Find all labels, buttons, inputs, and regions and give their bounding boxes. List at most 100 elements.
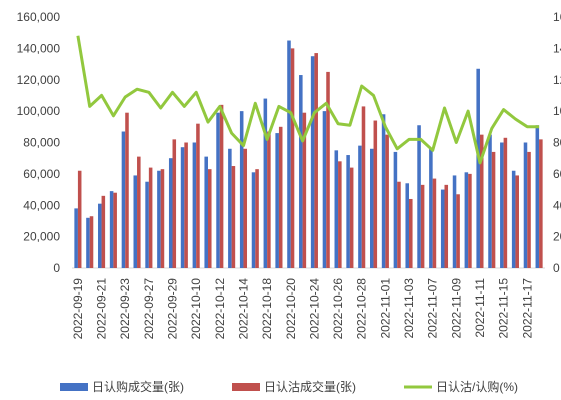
bar (456, 194, 460, 268)
bar (500, 142, 504, 268)
x-tick-label: 2022-10-20 (284, 278, 298, 340)
bar (479, 134, 484, 268)
y-tick-label: 120,000 (17, 73, 61, 87)
bar (204, 156, 208, 268)
bar (369, 148, 374, 268)
bar (314, 53, 318, 268)
bar (539, 139, 543, 268)
x-tick-label: 2022-10-14 (236, 278, 250, 340)
bar (290, 48, 295, 268)
x-tick-label: 2022-09-19 (71, 278, 85, 340)
bar (263, 98, 268, 268)
bar (334, 150, 339, 268)
bar (432, 178, 437, 268)
bar (488, 134, 492, 268)
x-tick-label: 2022-11-01 (378, 278, 392, 339)
bar (393, 151, 398, 268)
bar (373, 120, 378, 268)
bar (109, 191, 114, 268)
y2-tick-label: 0 (553, 261, 560, 275)
bar (148, 167, 153, 268)
bar (535, 125, 540, 269)
bar (239, 111, 244, 268)
bar (121, 131, 126, 268)
y2-tick-label: 60 (553, 167, 561, 181)
bar (184, 142, 188, 268)
bar (113, 192, 117, 268)
bar (255, 169, 259, 268)
bar (145, 181, 149, 268)
bar (74, 208, 78, 268)
x-tick-label: 2022-11-07 (426, 278, 440, 339)
y-tick-label: 0 (53, 261, 60, 275)
y2-tick-label: 140 (553, 41, 561, 55)
bar (349, 167, 354, 268)
bar (101, 195, 106, 268)
legend-swatch (60, 383, 88, 391)
x-tick-label: 2022-11-17 (520, 278, 534, 339)
bar (228, 148, 232, 268)
legend-label: 日认购成交量(张) (92, 379, 184, 394)
bar (429, 148, 433, 268)
bar (89, 216, 94, 268)
bar (157, 170, 161, 268)
legend-label: 日认沽/认购(%) (436, 379, 518, 394)
y2-tick-label: 160 (553, 10, 561, 24)
x-tick-label: 2022-09-23 (118, 278, 132, 340)
bar (196, 123, 200, 268)
x-tick-label: 2022-11-03 (402, 278, 416, 339)
x-tick-label: 2022-11-15 (497, 278, 511, 339)
bar (216, 112, 220, 268)
bar (417, 125, 421, 269)
bar (299, 75, 303, 268)
bar (491, 151, 496, 268)
x-tick-label: 2022-11-09 (449, 278, 463, 339)
bar (278, 126, 283, 268)
bar (231, 166, 236, 268)
bar (452, 175, 457, 268)
y-tick-label: 80,000 (23, 136, 60, 150)
bar (523, 142, 528, 268)
x-tick-label: 2022-09-27 (142, 278, 156, 340)
bar (180, 147, 185, 268)
bar (172, 139, 177, 268)
y-tick-label: 140,000 (17, 41, 61, 55)
x-tick-label: 2022-10-26 (331, 278, 345, 340)
y2-tick-label: 20 (553, 230, 561, 244)
bar (77, 170, 82, 268)
bar (361, 106, 366, 268)
bar (444, 184, 449, 268)
x-tick-label: 2022-11-11 (473, 278, 487, 338)
line (76, 35, 540, 165)
bar (358, 145, 362, 268)
bar (468, 173, 472, 268)
bar (251, 172, 256, 268)
bar (409, 198, 413, 268)
bar (527, 151, 531, 268)
bar (219, 104, 224, 268)
bar (287, 40, 291, 268)
bar (137, 156, 141, 268)
bar (346, 155, 350, 268)
bar (511, 170, 516, 268)
x-tick-label: 2022-09-29 (166, 278, 180, 340)
y-tick-label: 100,000 (17, 104, 61, 118)
bar (515, 175, 519, 268)
x-tick-label: 2022-10-10 (189, 278, 203, 340)
y2-tick-label: 100 (553, 104, 561, 118)
bar (243, 148, 248, 268)
bar (405, 183, 410, 268)
bar (192, 142, 197, 268)
bar (420, 184, 425, 268)
bar (267, 131, 271, 268)
bar (381, 114, 386, 268)
y2-tick-label: 80 (553, 136, 561, 150)
bar (322, 111, 327, 268)
bar (503, 137, 508, 268)
x-tick-label: 2022-10-28 (355, 278, 369, 340)
bar (385, 134, 389, 268)
y2-tick-label: 40 (553, 198, 561, 212)
bar (326, 71, 330, 268)
bar (86, 217, 90, 268)
